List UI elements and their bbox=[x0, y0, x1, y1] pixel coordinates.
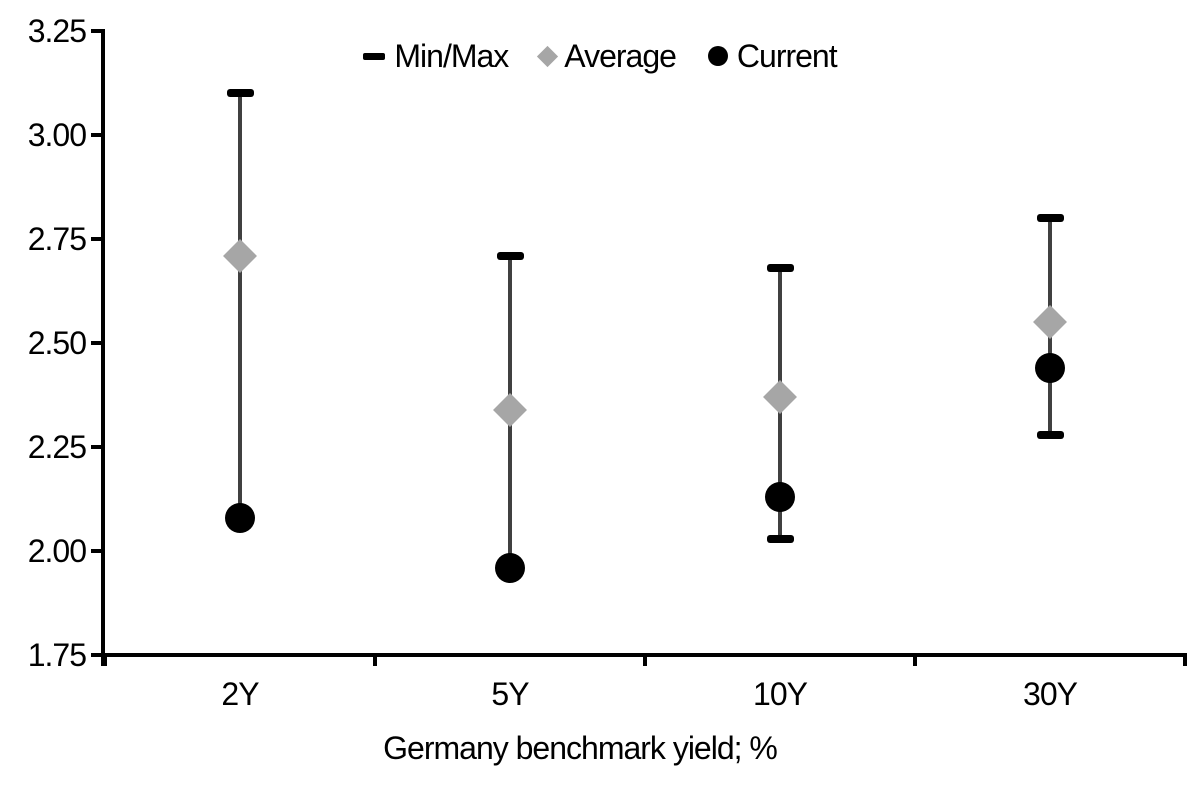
current-marker bbox=[765, 481, 795, 512]
average-marker bbox=[1033, 305, 1067, 340]
y-tick-label: 2.75 bbox=[27, 221, 87, 257]
x-tick-label: 2Y bbox=[221, 676, 259, 712]
circle-icon bbox=[707, 46, 728, 66]
x-axis-title: Germany benchmark yield; % bbox=[383, 730, 778, 766]
x-tick-mark bbox=[913, 653, 917, 666]
max-cap bbox=[226, 89, 254, 98]
y-tick-mark bbox=[91, 549, 103, 553]
max-cap bbox=[766, 264, 794, 273]
x-tick-mark bbox=[643, 653, 647, 666]
x-tick-mark bbox=[103, 653, 107, 666]
legend-item-current: Current bbox=[707, 36, 838, 76]
x-tick-mark bbox=[373, 653, 377, 666]
current-marker bbox=[1035, 352, 1065, 383]
x-tick-label: 30Y bbox=[1023, 676, 1078, 712]
legend-label-average: Average bbox=[564, 38, 677, 74]
y-tick-label: 2.25 bbox=[27, 429, 87, 465]
y-tick-mark bbox=[91, 653, 103, 657]
x-tick-mark bbox=[1183, 653, 1187, 666]
y-tick-mark bbox=[91, 29, 103, 33]
min-cap bbox=[766, 534, 794, 543]
average-marker bbox=[493, 392, 527, 427]
legend-item-average: Average bbox=[537, 36, 677, 76]
legend-label-current: Current bbox=[736, 38, 838, 74]
average-marker bbox=[763, 380, 797, 415]
y-tick-mark bbox=[91, 341, 103, 345]
max-cap bbox=[1036, 214, 1064, 223]
dash-icon bbox=[363, 52, 386, 60]
y-tick-label: 3.25 bbox=[27, 13, 87, 49]
diamond-icon bbox=[537, 45, 559, 67]
y-tick-label: 1.75 bbox=[27, 637, 87, 673]
y-axis-line bbox=[101, 29, 105, 666]
range-whisker bbox=[238, 93, 242, 518]
legend: Min/Max Average Current bbox=[0, 36, 1200, 76]
legend-label-minmax: Min/Max bbox=[394, 38, 509, 74]
y-tick-label: 2.00 bbox=[27, 533, 87, 569]
current-marker bbox=[495, 552, 525, 583]
x-tick-label: 10Y bbox=[753, 676, 808, 712]
y-tick-mark bbox=[91, 133, 103, 137]
y-tick-mark bbox=[91, 445, 103, 449]
average-marker bbox=[223, 238, 257, 273]
current-marker bbox=[225, 502, 255, 533]
y-tick-label: 2.50 bbox=[27, 325, 87, 361]
legend-item-minmax: Min/Max bbox=[363, 36, 509, 76]
y-tick-label: 3.00 bbox=[27, 117, 87, 153]
x-tick-label: 5Y bbox=[491, 676, 529, 712]
min-cap bbox=[1036, 430, 1064, 439]
y-tick-mark bbox=[91, 237, 103, 241]
max-cap bbox=[496, 251, 524, 260]
